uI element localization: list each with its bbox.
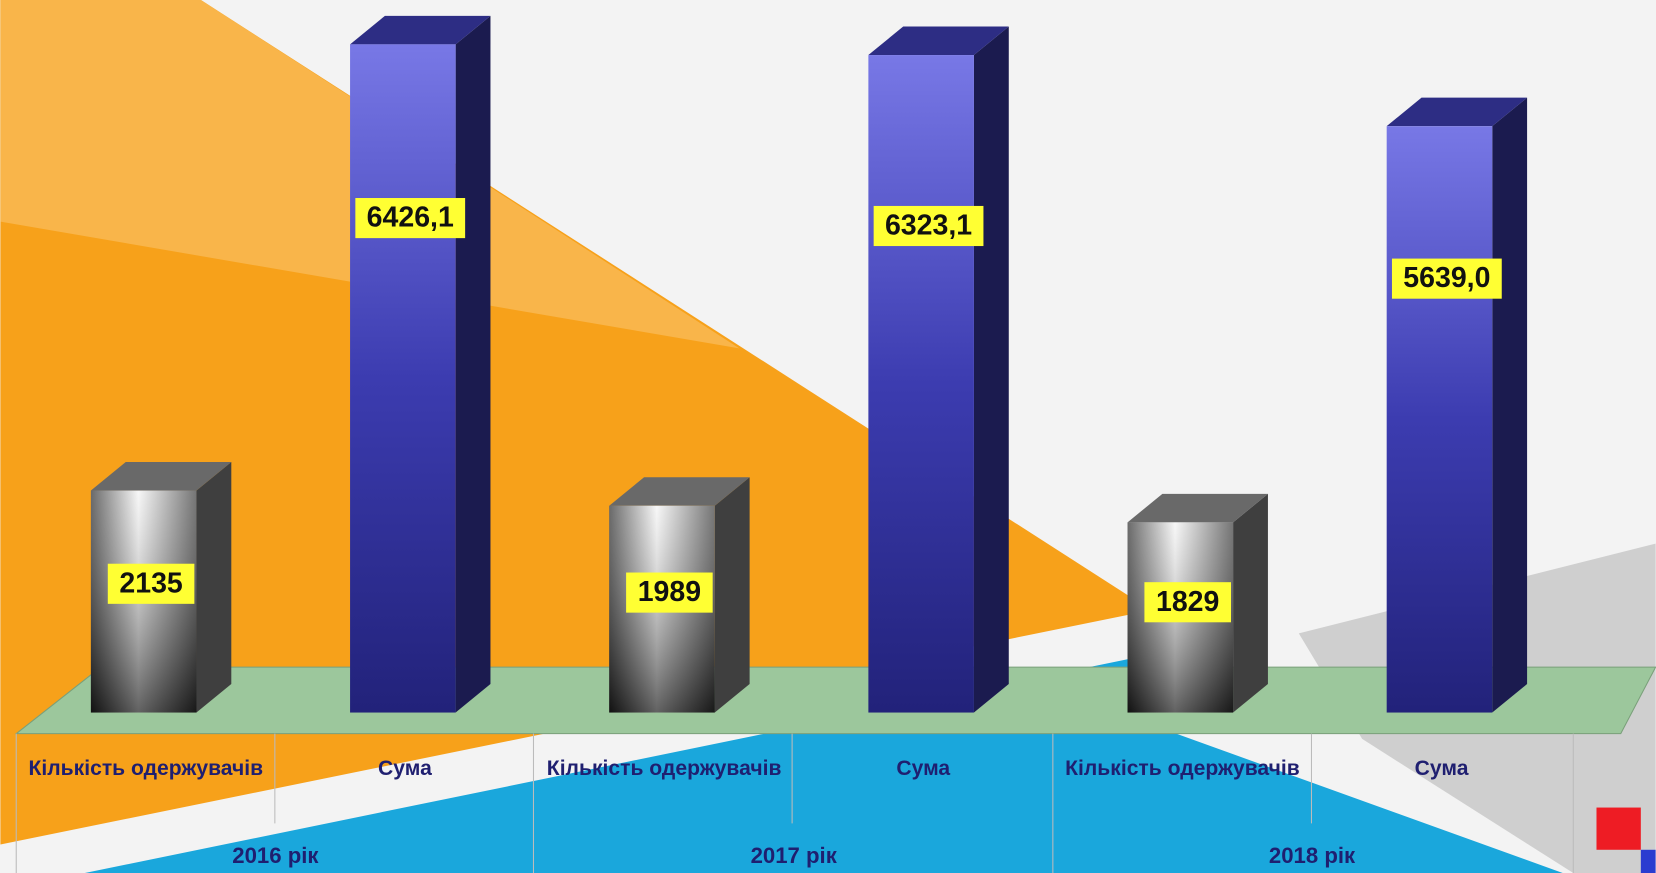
bar <box>868 26 1009 713</box>
group-label: 2017 рік <box>751 843 838 868</box>
group-label: 2018 рік <box>1269 843 1356 868</box>
bar-top <box>1127 493 1268 523</box>
value-label-box <box>355 198 466 239</box>
bar-side <box>714 477 750 713</box>
value-label-box <box>626 572 713 613</box>
value-label-box <box>873 205 984 247</box>
bar-side <box>1492 97 1528 713</box>
bar-top <box>609 477 750 506</box>
bar <box>350 15 491 713</box>
category-label-box: Сума <box>378 756 432 781</box>
value-label: 5639,0 <box>1403 262 1490 294</box>
category-label-box: Сума <box>896 756 951 781</box>
value-label: 2135 <box>119 567 183 599</box>
category-label-box: Кількість одержувачів <box>546 756 782 781</box>
bar-top <box>350 15 491 45</box>
value-label: 6323,1 <box>885 210 972 242</box>
bar-top <box>1386 97 1528 127</box>
value-label-box <box>1144 582 1231 623</box>
bar-top <box>868 26 1009 56</box>
value-label: 1989 <box>638 576 701 608</box>
category-label: Кількість одержувачів <box>546 756 782 781</box>
bar-top <box>90 462 232 491</box>
category-label: Кількість одержувачів <box>1065 756 1300 781</box>
bar-front <box>1386 126 1493 713</box>
bar-front <box>868 55 974 713</box>
value-label-box <box>107 563 195 604</box>
category-label: Сума <box>896 756 951 781</box>
bar <box>1386 97 1528 713</box>
category-label-box: Кількість одержувачів <box>1065 756 1300 781</box>
bar-side <box>196 462 232 713</box>
category-label: Кількість одержувачів <box>28 756 264 781</box>
category-label: Сума <box>1414 756 1469 781</box>
category-label: Сума <box>378 756 432 781</box>
value-label: 6426,1 <box>367 202 454 234</box>
group-label: 2016 рік <box>232 843 319 868</box>
category-label-box: Сума <box>1414 756 1469 781</box>
bar-side <box>1233 493 1268 713</box>
bar-side <box>973 26 1009 713</box>
category-label-box: Кількість одержувачів <box>28 756 264 781</box>
bar-front <box>350 44 456 713</box>
value-label: 1829 <box>1156 586 1219 618</box>
bar-side <box>455 15 491 713</box>
value-label-box <box>1391 258 1502 299</box>
